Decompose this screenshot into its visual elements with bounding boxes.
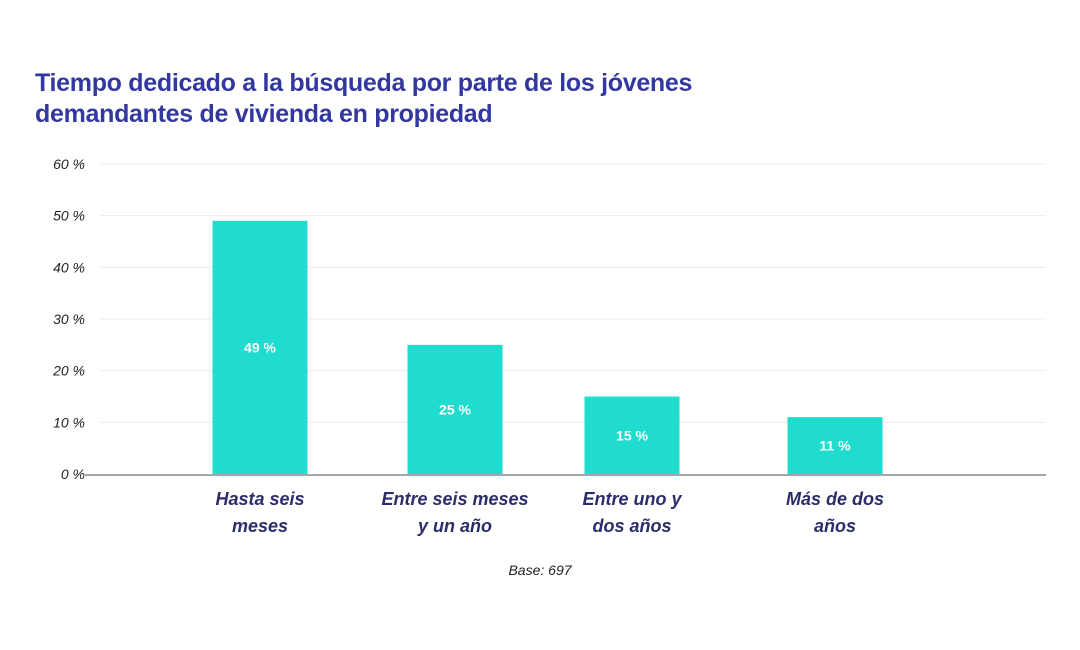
category-label: Entre uno y bbox=[582, 489, 682, 509]
y-tick-label: 50 % bbox=[53, 208, 85, 224]
category-label: meses bbox=[232, 516, 288, 536]
y-tick-label: 40 % bbox=[53, 259, 85, 275]
bar bbox=[584, 396, 680, 474]
y-tick-label: 20 % bbox=[52, 363, 85, 379]
bar bbox=[407, 344, 503, 474]
chart-title: Tiempo dedicado a la búsqueda por parte … bbox=[35, 68, 692, 130]
data-label: 15 % bbox=[616, 427, 648, 443]
category-label: Hasta seis bbox=[215, 489, 304, 509]
y-tick-label: 60 % bbox=[53, 156, 85, 172]
y-tick-label: 0 % bbox=[61, 466, 85, 482]
chart-title-line: Tiempo dedicado a la búsqueda por parte … bbox=[35, 69, 693, 97]
data-label: 49 % bbox=[244, 339, 276, 355]
category-label: Más de dos bbox=[786, 489, 884, 509]
category-label: años bbox=[814, 516, 856, 536]
chart-title-line: demandantes de vivienda en propiedad bbox=[35, 100, 493, 128]
category-label: dos años bbox=[592, 516, 671, 536]
data-label: 11 % bbox=[819, 438, 851, 454]
y-tick-label: 30 % bbox=[53, 311, 85, 327]
category-label: Entre seis meses bbox=[381, 489, 528, 509]
footnote: Base: 697 bbox=[508, 562, 572, 578]
y-tick-label: 10 % bbox=[53, 414, 85, 430]
bar bbox=[787, 417, 883, 474]
category-label: y un año bbox=[417, 516, 492, 536]
data-label: 25 % bbox=[439, 401, 471, 417]
bar bbox=[212, 220, 308, 474]
